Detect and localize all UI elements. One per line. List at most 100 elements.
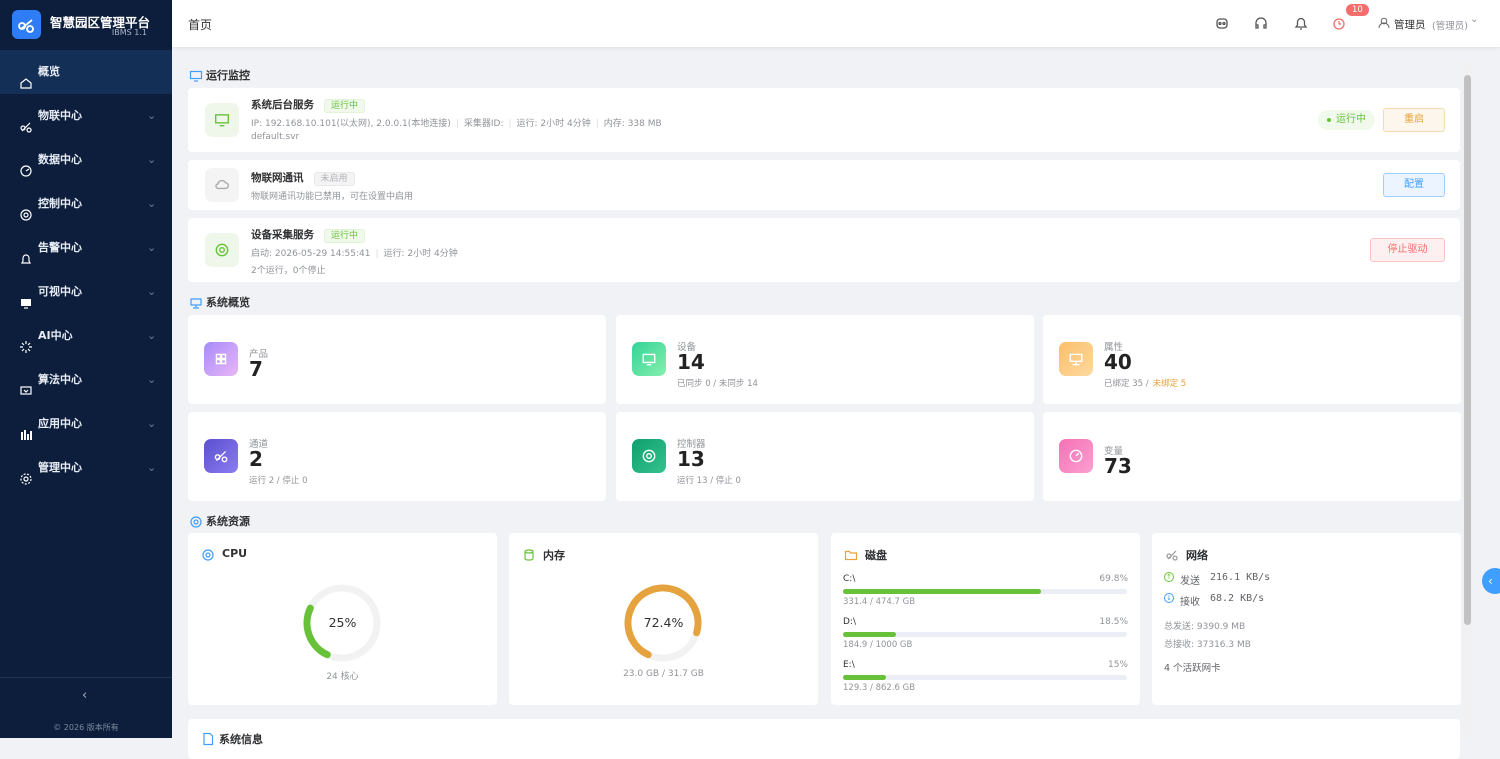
user-name[interactable]: 管理员 bbox=[1394, 19, 1426, 31]
resource-title: 网络 bbox=[1186, 549, 1208, 562]
overview-card: 设备 14 已同步 0 / 未同步 14 bbox=[616, 315, 1034, 404]
alarm-badge: 10 bbox=[1346, 4, 1369, 16]
header: 首页 10 管理员 (管理员) ⌄ bbox=[172, 0, 1500, 47]
menu-item[interactable]: 应用中心 ⌄ bbox=[0, 402, 172, 446]
info-icon bbox=[201, 731, 215, 750]
service-status: 运行中 bbox=[324, 229, 366, 243]
service-card: 系统后台服务运行中 IP: 192.168.10.101(以太网), 2.0.0.… bbox=[188, 88, 1460, 152]
gauge-value: 25% bbox=[328, 615, 357, 630]
overview-sub: 已绑定 35 /未绑定 5 bbox=[1104, 377, 1186, 389]
menu-label: 可视中心 bbox=[38, 285, 82, 298]
overview-value: 7 bbox=[249, 357, 263, 381]
drive-name: C:\ bbox=[843, 574, 856, 584]
resource-icon bbox=[522, 547, 536, 566]
service-name: 物联网通讯 bbox=[251, 172, 304, 184]
action-button[interactable]: 配置 bbox=[1383, 173, 1445, 197]
menu-icon bbox=[19, 241, 33, 285]
overview-label: 属性 bbox=[1104, 342, 1124, 353]
menu-item[interactable]: 数据中心 ⌄ bbox=[0, 138, 172, 182]
logo bbox=[12, 10, 41, 39]
menu-label: 管理中心 bbox=[38, 461, 82, 474]
resource-card: CPU 25% 24 核心 bbox=[188, 533, 497, 705]
overview-label: 变量 bbox=[1104, 446, 1124, 457]
menu-icon bbox=[19, 329, 33, 373]
menu-chevron: ⌄ bbox=[147, 417, 157, 430]
overview-sub: 运行 2 / 停止 0 bbox=[249, 474, 308, 486]
menu-item[interactable]: 可视中心 ⌄ bbox=[0, 270, 172, 314]
header-icons[interactable] bbox=[1212, 15, 1402, 33]
sub-warning: 未绑定 5 bbox=[1152, 379, 1187, 389]
menu-chevron: ⌄ bbox=[147, 461, 157, 474]
overview-card: 属性 40 已绑定 35 /未绑定 5 bbox=[1043, 315, 1461, 404]
menu-item[interactable]: 告警中心 ⌄ bbox=[0, 226, 172, 270]
menu-label: 物联中心 bbox=[38, 109, 82, 122]
float-toggle[interactable]: ‹ bbox=[1482, 568, 1500, 594]
menu-chevron: ⌄ bbox=[147, 241, 157, 254]
section-title: 运行监控 bbox=[206, 69, 250, 82]
resource-icon bbox=[844, 547, 858, 566]
action-button[interactable]: 重启 bbox=[1383, 108, 1445, 132]
menu-chevron: ⌄ bbox=[147, 329, 157, 342]
resource-title: CPU bbox=[222, 547, 248, 560]
overview-sub: 运行 13 / 停止 0 bbox=[677, 474, 741, 486]
user-icon bbox=[1378, 17, 1390, 29]
overview-icon bbox=[204, 342, 238, 376]
info-title: 系统信息 bbox=[219, 733, 263, 746]
overview-icon bbox=[1059, 342, 1093, 376]
menu-item[interactable]: AI中心 ⌄ bbox=[0, 314, 172, 358]
menu-icon bbox=[19, 109, 33, 153]
drive-usage: 18.5% bbox=[1099, 617, 1128, 627]
net-total-send: 总发送: 9390.9 MB bbox=[1164, 622, 1246, 632]
resource-icon bbox=[201, 547, 215, 566]
resource-icon bbox=[1165, 547, 1179, 566]
menu-label: 数据中心 bbox=[38, 153, 82, 166]
drive-track bbox=[843, 632, 1127, 637]
net-rate: 68.2 KB/s bbox=[1210, 593, 1265, 604]
action-button[interactable]: 停止驱动 bbox=[1370, 238, 1445, 262]
collapse-button[interactable]: ‹ bbox=[82, 688, 88, 703]
gauge-arc bbox=[303, 584, 381, 662]
section-title: 系统概览 bbox=[206, 296, 250, 309]
resource-card: 网络 ↑ 发送 216.1 KB/s ↓ 接收 68.2 KB/s 总发送: 9390.9 M… bbox=[1152, 533, 1461, 705]
service-state: 运行中 bbox=[1318, 110, 1375, 130]
section-icon bbox=[189, 295, 203, 314]
footer: © 2026 版本所有 bbox=[53, 723, 119, 732]
menu-icon bbox=[19, 461, 33, 505]
menu-item[interactable]: 管理中心 ⌄ bbox=[0, 446, 172, 490]
menu-label: AI中心 bbox=[38, 329, 73, 342]
service-name: 系统后台服务 bbox=[251, 99, 314, 111]
menu-item[interactable]: 控制中心 ⌄ bbox=[0, 182, 172, 226]
overview-value: 13 bbox=[677, 447, 705, 471]
drive-name: D:\ bbox=[843, 617, 856, 627]
drive-size: 331.4 / 474.7 GB bbox=[843, 597, 916, 607]
breadcrumb[interactable]: 首页 bbox=[188, 18, 213, 32]
sub-text: 已绑定 35 / bbox=[1104, 379, 1149, 389]
state-dot bbox=[1327, 118, 1331, 122]
detail: IP: 192.168.10.101(以太网), 2.0.0.1(本地连接) bbox=[251, 119, 451, 129]
overview-label: 通道 bbox=[249, 439, 269, 450]
section-title: 系统资源 bbox=[206, 515, 250, 528]
net-label: 接收 bbox=[1180, 597, 1200, 608]
menu-item[interactable]: 物联中心 ⌄ bbox=[0, 94, 172, 138]
overview-label: 控制器 bbox=[677, 439, 706, 450]
user-dropdown[interactable]: ⌄ bbox=[1470, 14, 1479, 25]
separator: | bbox=[375, 249, 379, 259]
overview-icon bbox=[632, 342, 666, 376]
scroll-thumb[interactable] bbox=[1464, 75, 1471, 625]
service-file: default.svr bbox=[251, 132, 300, 142]
drive-track bbox=[843, 675, 1127, 680]
menu-icon bbox=[19, 285, 33, 329]
overview-card: 控制器 13 运行 13 / 停止 0 bbox=[616, 412, 1034, 501]
sidebar: 智慧园区管理平台 IBMS 1.1 ‹ © 2026 版本所有 概览 物联中心 ⌄ 数… bbox=[0, 0, 172, 738]
service-card: 物联网通讯 未启用 物联网通讯功能已禁用，可在设置中启用 配置 bbox=[188, 160, 1460, 210]
net-label: 发送 bbox=[1180, 576, 1200, 587]
resource-card: 磁盘 C:\ 69.8% 331.4 / 474.7 GB D:\ 18.5% 184.9 … bbox=[831, 533, 1140, 705]
menu-chevron: ⌄ bbox=[147, 153, 157, 166]
gauge-note: 23.0 GB / 31.7 GB bbox=[623, 669, 704, 679]
overview-card: 通道 2 运行 2 / 停止 0 bbox=[188, 412, 606, 501]
menu-item[interactable]: 概览 bbox=[0, 50, 172, 94]
gauge bbox=[303, 584, 381, 662]
menu-item[interactable]: 算法中心 ⌄ bbox=[0, 358, 172, 402]
brand-version: IBMS 1.1 bbox=[111, 28, 147, 37]
